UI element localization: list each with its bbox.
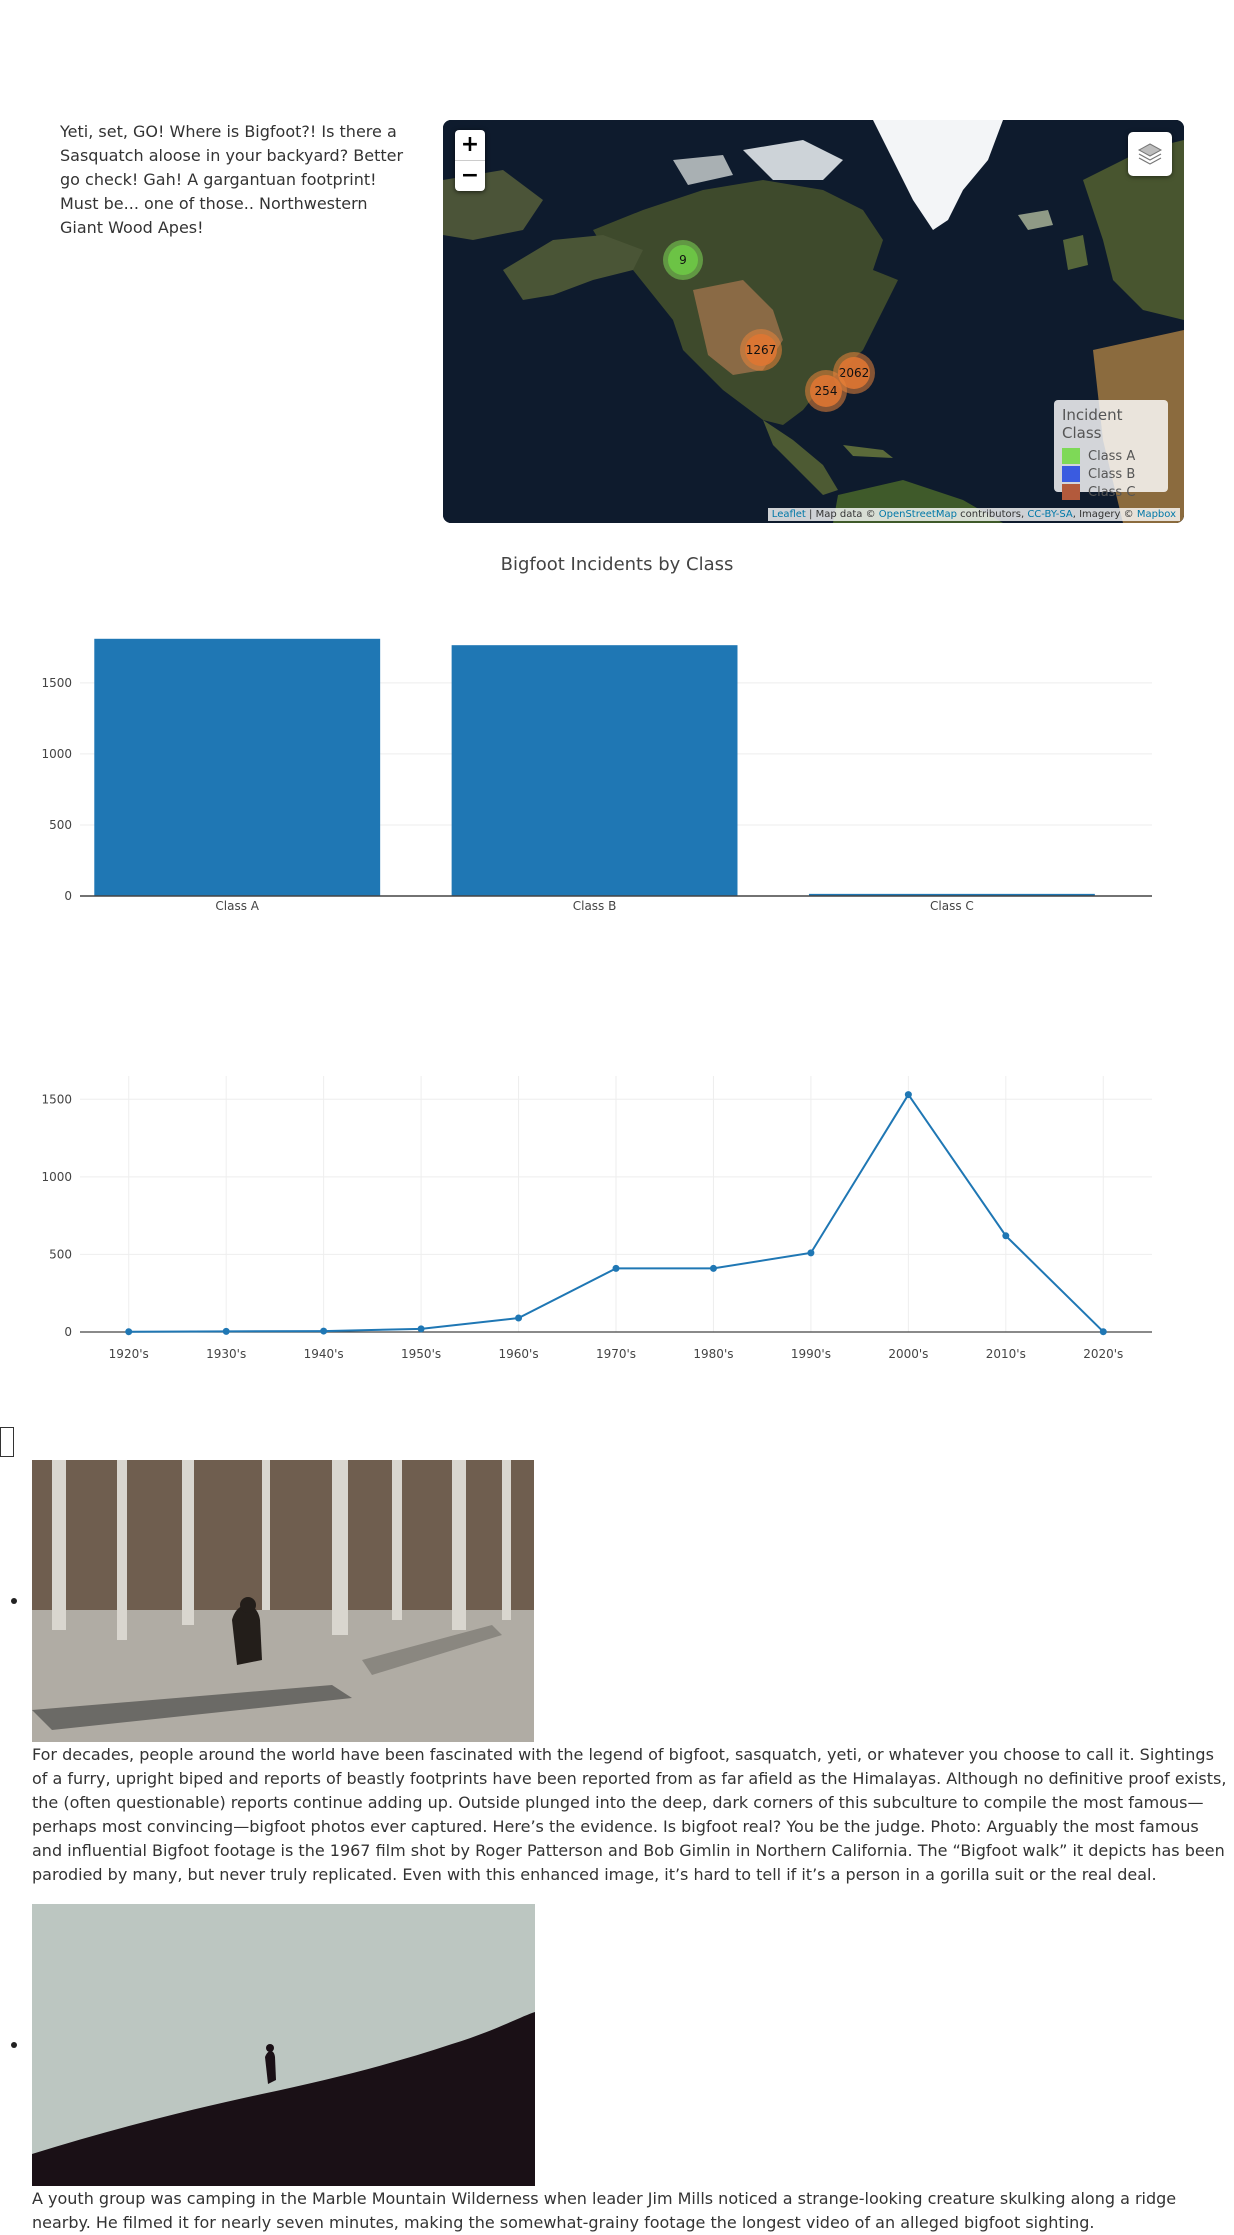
data-point[interactable] bbox=[1099, 1328, 1107, 1336]
cluster-marker-alaska[interactable]: 9 bbox=[663, 240, 703, 280]
intro-text: Yeti, set, GO! Where is Bigfoot?! Is the… bbox=[60, 122, 404, 237]
marble-mountain-ridge-photo bbox=[32, 1904, 535, 2186]
x-tick-label: Class C bbox=[930, 899, 974, 913]
y-tick-label: 500 bbox=[49, 818, 72, 832]
data-point[interactable] bbox=[417, 1325, 425, 1333]
map-legend: Incident Class Class A Class B Class C bbox=[1054, 400, 1168, 500]
data-point[interactable] bbox=[612, 1264, 620, 1272]
patterson-gimlin-film-photo bbox=[32, 1460, 534, 1742]
zoom-control: + − bbox=[455, 130, 485, 191]
data-point[interactable] bbox=[904, 1091, 912, 1099]
x-tick-label: Class A bbox=[215, 899, 259, 913]
x-tick-label: 1940's bbox=[304, 1347, 344, 1361]
data-point[interactable] bbox=[320, 1327, 328, 1335]
bar-chart-incidents-by-class: 0 500 1000 1500 Class A Class B Class C bbox=[41, 638, 1152, 913]
bar[interactable] bbox=[808, 893, 1095, 896]
bar[interactable] bbox=[94, 638, 381, 896]
x-tick-label: 1990's bbox=[791, 1347, 831, 1361]
x-tick-label: 2010's bbox=[986, 1347, 1026, 1361]
layers-control-button[interactable] bbox=[1128, 132, 1172, 176]
legend-swatch-class-b bbox=[1062, 466, 1080, 482]
missing-glyph-box bbox=[0, 1427, 14, 1457]
legend-label: Class A bbox=[1088, 448, 1136, 464]
x-tick-label: 1980's bbox=[693, 1347, 733, 1361]
osm-link[interactable]: OpenStreetMap bbox=[878, 509, 957, 520]
zoom-in-button[interactable]: + bbox=[460, 132, 480, 157]
x-tick-label: Class B bbox=[573, 899, 617, 913]
attribution-text: | Map data © bbox=[805, 509, 879, 520]
data-point[interactable] bbox=[709, 1264, 717, 1272]
license-link[interactable]: CC-BY-SA bbox=[1027, 509, 1073, 520]
cluster-marker-south[interactable]: 254 bbox=[805, 370, 847, 412]
data-point[interactable] bbox=[515, 1314, 523, 1322]
gallery-image-patterson bbox=[32, 1460, 534, 1742]
x-tick-label: 1960's bbox=[498, 1347, 538, 1361]
legend-item: Class B bbox=[1062, 465, 1160, 483]
data-point[interactable] bbox=[807, 1249, 815, 1257]
x-tick-label: 1930's bbox=[206, 1347, 246, 1361]
x-tick-label: 1920's bbox=[109, 1347, 149, 1361]
data-point[interactable] bbox=[125, 1328, 133, 1336]
leaflet-link[interactable]: Leaflet bbox=[771, 509, 806, 520]
legend-label: Class C bbox=[1088, 484, 1136, 500]
bar-chart-title: Bigfoot Incidents by Class bbox=[500, 554, 734, 575]
data-point[interactable] bbox=[1002, 1232, 1010, 1240]
gallery-caption: For decades, people around the world hav… bbox=[32, 1745, 1227, 1884]
legend-item: Class C bbox=[1062, 483, 1160, 501]
attribution-text: , Imagery © bbox=[1072, 509, 1137, 520]
gallery-image-marble-mountain bbox=[32, 1904, 535, 2186]
x-tick-label: 2020's bbox=[1083, 1347, 1123, 1361]
list-bullet bbox=[11, 1598, 17, 1604]
data-point[interactable] bbox=[222, 1327, 230, 1335]
legend-label: Class B bbox=[1088, 466, 1136, 482]
list-bullet bbox=[11, 2042, 17, 2048]
satellite-map-background[interactable] bbox=[443, 120, 1184, 523]
x-tick-label: 1950's bbox=[401, 1347, 441, 1361]
gallery-caption: A youth group was camping in the Marble … bbox=[32, 2189, 1177, 2232]
cluster-count: 9 bbox=[668, 245, 698, 275]
legend-title: Incident Class bbox=[1062, 406, 1123, 442]
zoom-out-button[interactable]: − bbox=[455, 160, 485, 191]
x-tick-label: 1970's bbox=[596, 1347, 636, 1361]
legend-swatch-class-c bbox=[1062, 484, 1080, 500]
legend-swatch-class-a bbox=[1062, 448, 1080, 464]
y-tick-label: 1500 bbox=[41, 1092, 72, 1106]
layers-icon bbox=[1137, 143, 1163, 165]
cluster-marker-west[interactable]: 1267 bbox=[740, 329, 782, 371]
y-tick-label: 1500 bbox=[41, 676, 72, 690]
legend-item: Class A bbox=[1062, 447, 1160, 465]
y-tick-label: 1000 bbox=[41, 1170, 72, 1184]
attribution-text: contributors, bbox=[956, 509, 1028, 520]
line-chart-incidents-by-decade: 0 500 1000 1500 1920's 1930's 1940's 1950's 1960… bbox=[41, 1076, 1152, 1361]
mapbox-link[interactable]: Mapbox bbox=[1136, 509, 1176, 520]
y-tick-label: 0 bbox=[64, 1325, 72, 1339]
map-attribution: Leaflet | Map data © OpenStreetMap contr… bbox=[767, 508, 1180, 521]
y-tick-label: 500 bbox=[49, 1247, 72, 1261]
y-tick-label: 0 bbox=[64, 889, 72, 903]
y-tick-label: 1000 bbox=[41, 747, 72, 761]
cluster-count: 254 bbox=[810, 375, 842, 407]
cluster-count: 1267 bbox=[745, 334, 777, 366]
incident-map[interactable]: + − 9 1267 2062 254 Incident Class Class… bbox=[443, 120, 1184, 523]
x-tick-label: 2000's bbox=[888, 1347, 928, 1361]
bar[interactable] bbox=[451, 645, 738, 896]
